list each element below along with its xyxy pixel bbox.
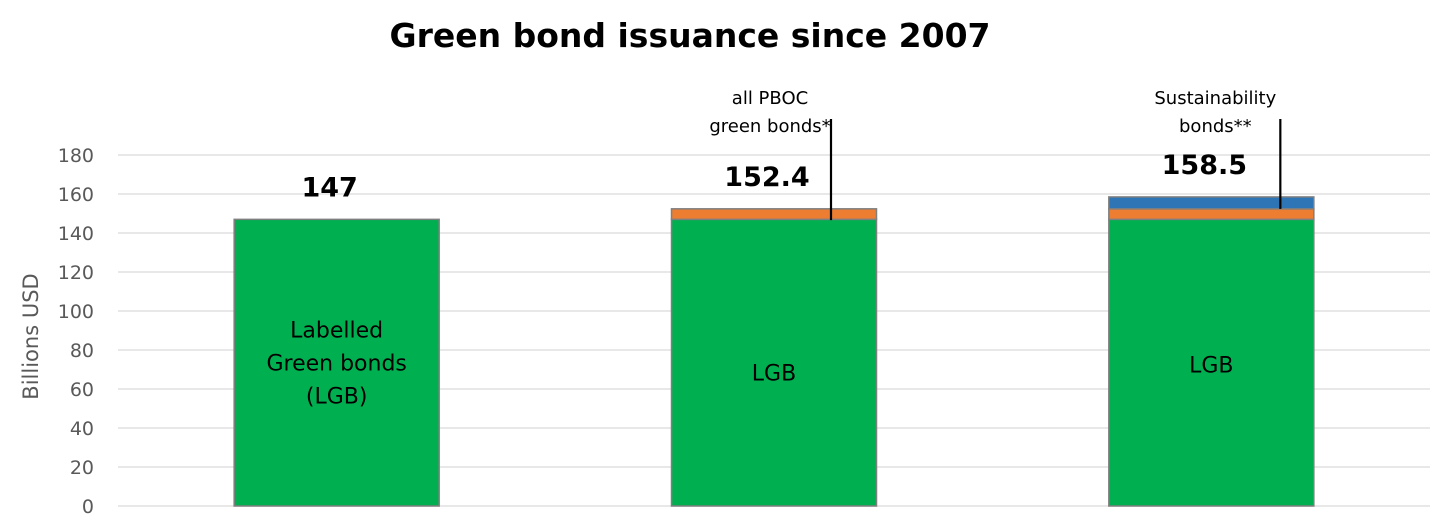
callout-label: all PBOC — [732, 88, 808, 109]
y-tick-label: 40 — [70, 418, 94, 440]
y-tick-label: 60 — [70, 379, 94, 401]
callout-label: Sustainability — [1154, 88, 1276, 109]
segment-label: Green bonds — [266, 352, 406, 377]
bars — [233, 196, 1315, 507]
y-axis-label: Billions USD — [19, 273, 43, 399]
callout-label: green bonds* — [709, 116, 830, 137]
y-tick-label: 140 — [58, 223, 94, 245]
y-tick-label: 180 — [58, 145, 94, 167]
segment-label: LGB — [752, 362, 796, 387]
data-labels: Labelled Green bonds (LGB) 147 LGB 152.4 LGB 15… — [266, 88, 1282, 410]
chart-title: Green bond issuance since 2007 — [389, 16, 990, 55]
segment-label: Labelled — [290, 319, 383, 344]
y-tick-label: 120 — [58, 262, 94, 284]
bar-1-segment-1 — [233, 218, 440, 507]
total-label-bar-3: 158.5 — [1162, 150, 1247, 181]
segment-label: LGB — [1189, 354, 1233, 379]
y-axis-ticks: 0 20 40 60 80 100 120 140 160 180 — [58, 145, 94, 518]
bar-3-segment-3 — [1108, 196, 1315, 210]
bar-2-segment-1 — [670, 218, 878, 507]
bar-3-segment-1 — [1108, 218, 1315, 507]
y-tick-label: 100 — [58, 301, 94, 323]
y-tick-label: 160 — [58, 184, 94, 206]
y-tick-label: 20 — [70, 457, 94, 479]
segment-label: (LGB) — [306, 385, 368, 410]
y-tick-label: 80 — [70, 340, 94, 362]
bar-3-segment-2 — [1108, 208, 1315, 221]
total-label-bar-1: 147 — [301, 172, 357, 203]
y-tick-label: 0 — [82, 496, 94, 518]
total-label-bar-2: 152.4 — [724, 162, 809, 193]
bar-2-segment-2 — [670, 208, 878, 221]
callout-label: bonds** — [1179, 116, 1252, 137]
